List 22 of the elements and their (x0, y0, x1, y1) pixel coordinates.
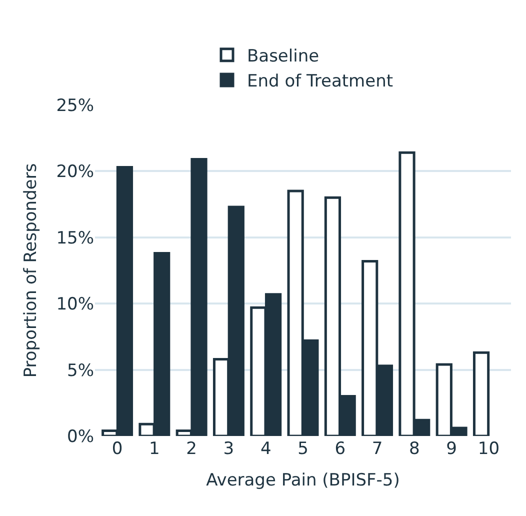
legend-label: Baseline (247, 46, 320, 67)
y-tick-label: 15% (56, 228, 94, 248)
x-tick-label: 4 (260, 439, 272, 459)
x-tick-label: 0 (112, 439, 123, 459)
y-tick-label: 20% (56, 162, 94, 182)
y-tick-label: 25% (56, 96, 94, 116)
y-axis-title: Proportion of Responders (20, 163, 41, 378)
bar (472, 351, 490, 436)
x-tick-label: 3 (223, 439, 234, 459)
y-tick-label: 10% (56, 294, 94, 315)
legend-label: End of Treatment (247, 72, 394, 92)
x-tick-label: 9 (446, 439, 457, 459)
x-tick-label: 8 (409, 439, 420, 459)
x-tick-label: 10 (478, 439, 500, 459)
x-tick-label: 7 (372, 439, 383, 459)
y-tick-label: 5% (67, 360, 94, 381)
x-tick-label: 2 (186, 439, 197, 459)
y-tick-label: 0% (67, 426, 94, 447)
x-axis-title: Average Pain (BPISF-5) (206, 470, 400, 490)
x-tick-label: 1 (149, 439, 160, 459)
x-tick-label: 6 (334, 439, 346, 459)
x-tick-label: 5 (298, 439, 308, 459)
